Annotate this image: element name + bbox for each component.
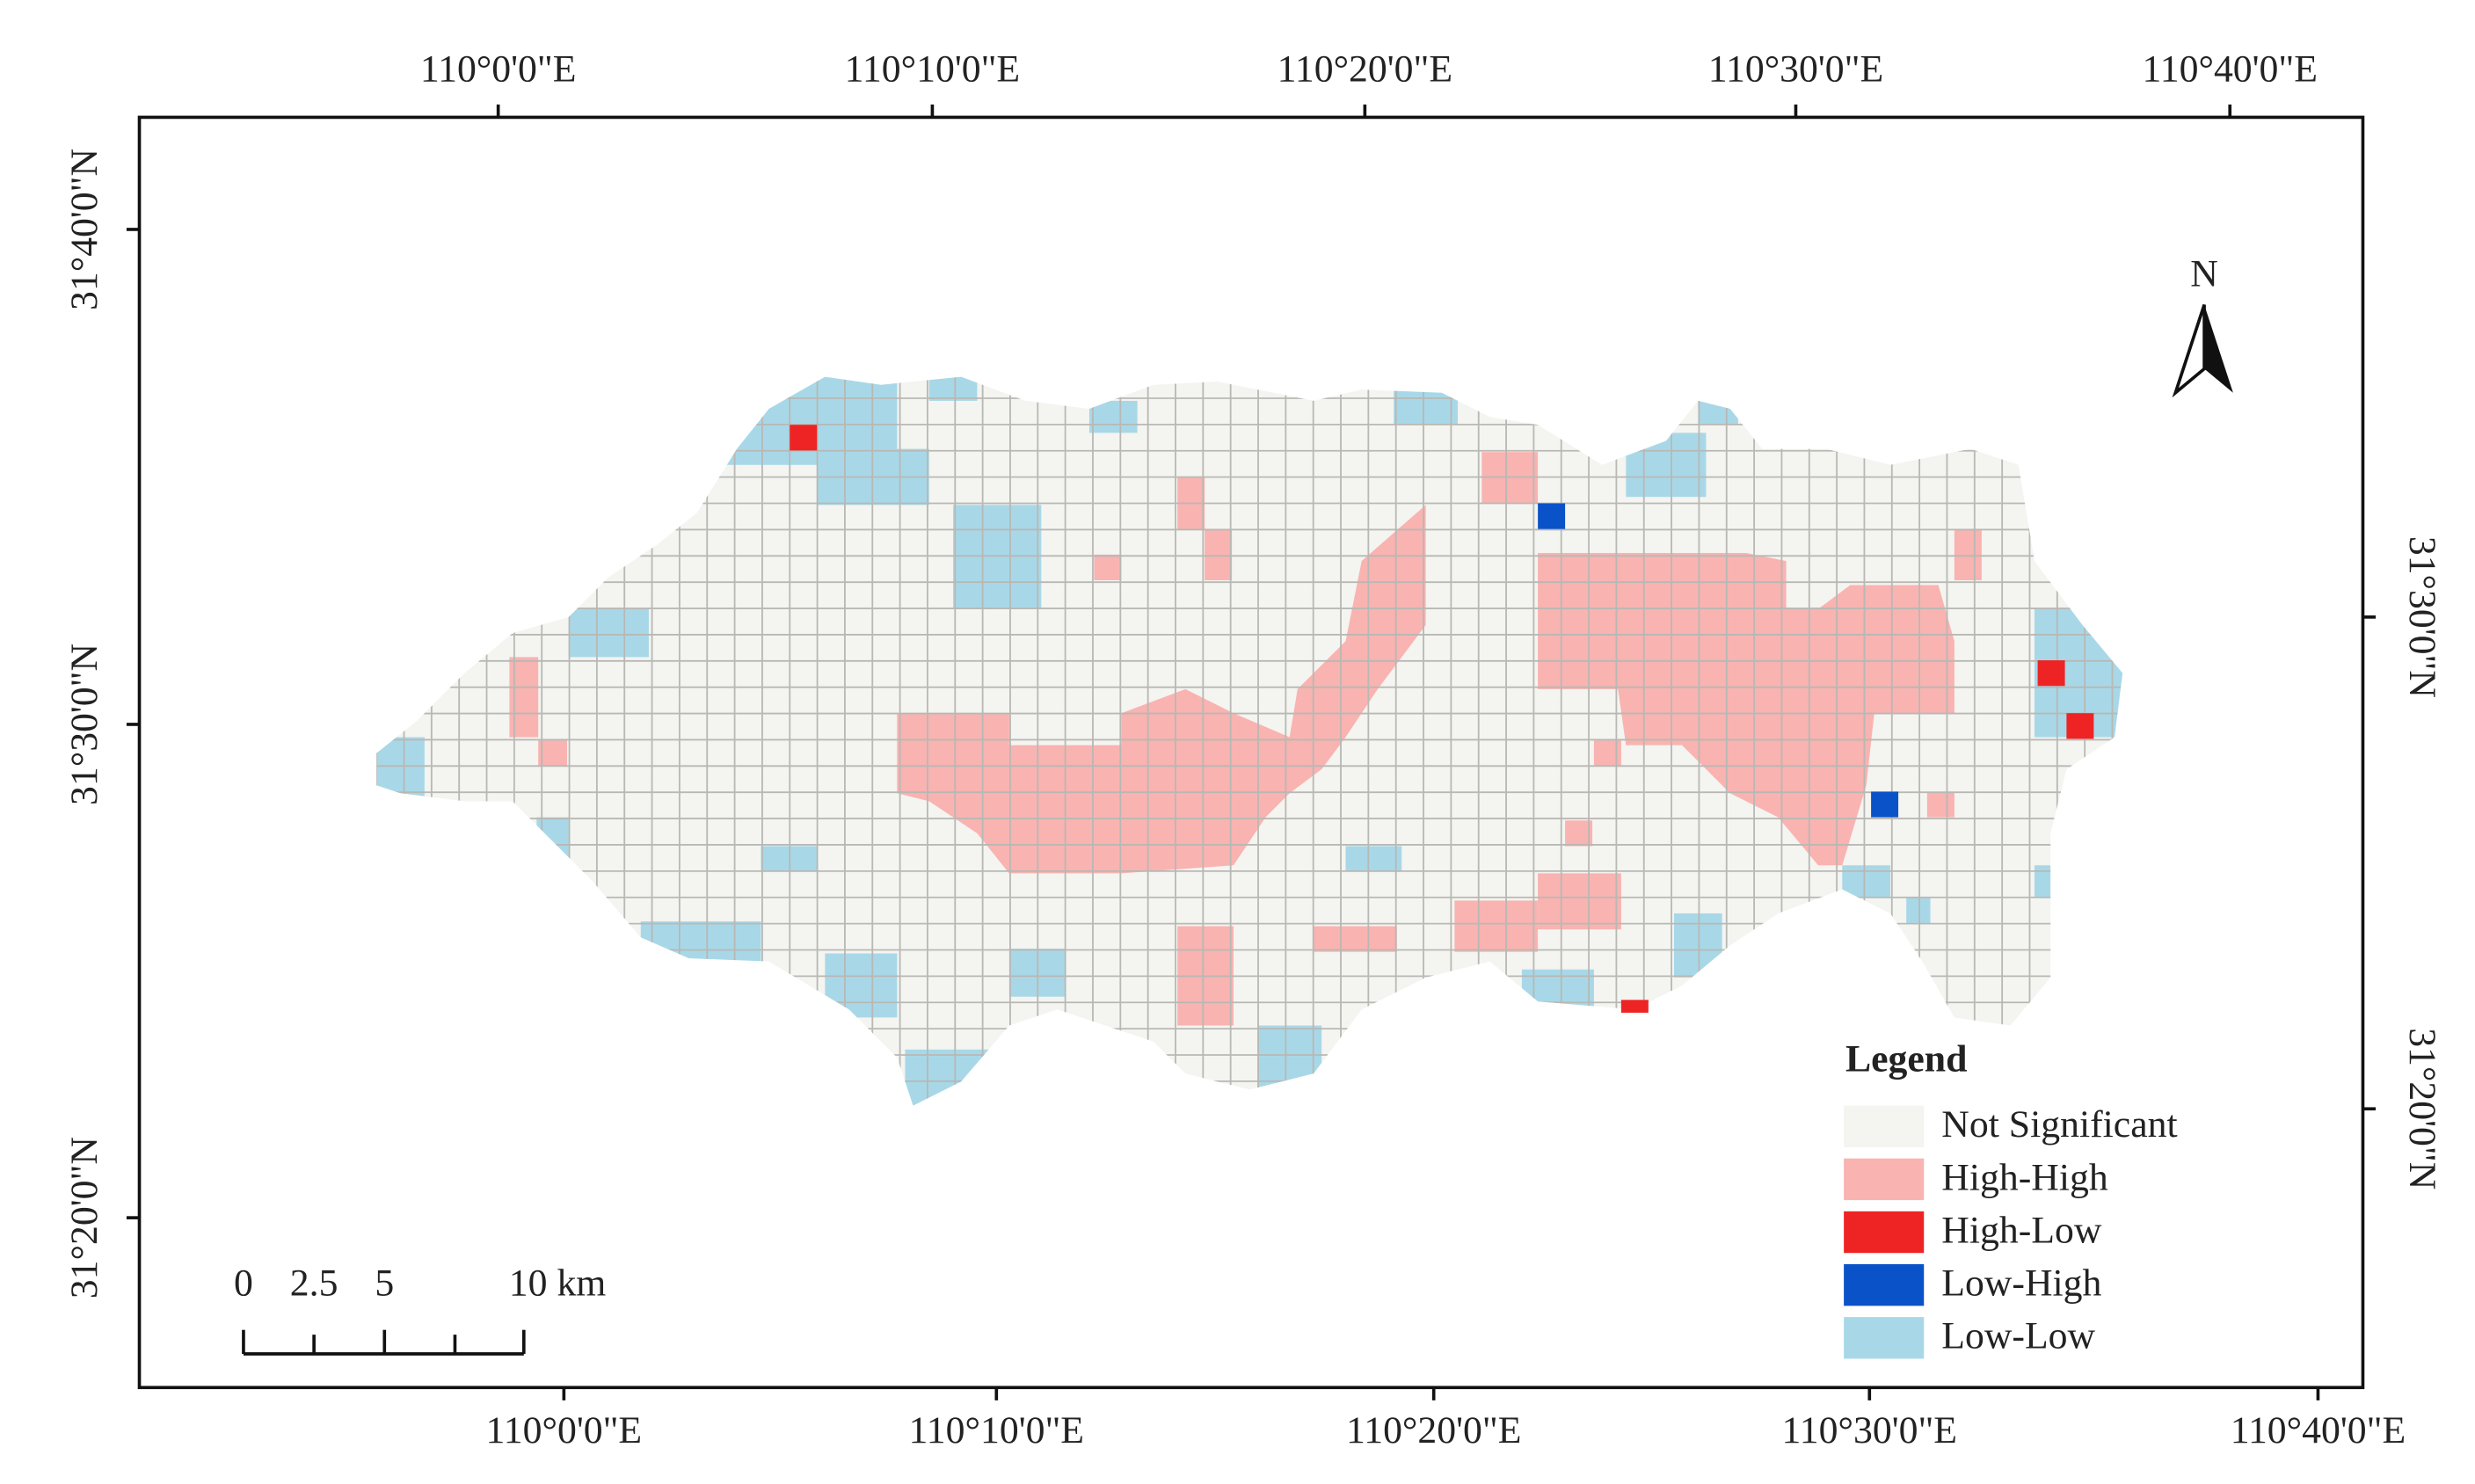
legend-label: Not Significant <box>1941 1103 2177 1146</box>
scale-label: 5 <box>375 1262 394 1305</box>
bottom-coordinate-label: 110°30'0"E <box>1782 1409 1957 1451</box>
legend-swatch <box>1844 1211 1925 1254</box>
study-area <box>376 376 2123 1106</box>
map-frame <box>137 115 2365 1390</box>
legend-label: High-High <box>1941 1156 2108 1198</box>
scale-label: 2.5 <box>290 1262 338 1305</box>
legend-label: Low-High <box>1941 1262 2101 1305</box>
left-coordinate-label: 31°40'0"N <box>63 149 106 310</box>
legend-swatch <box>1844 1263 1925 1306</box>
bottom-coordinate-label: 110°10'0"E <box>909 1409 1084 1451</box>
legend-label: Low-Low <box>1941 1315 2095 1357</box>
scale-label: 0 <box>234 1262 253 1305</box>
legend-swatch <box>1844 1158 1925 1201</box>
legend-swatch <box>1844 1105 1925 1147</box>
legend-swatch <box>1844 1317 1925 1359</box>
top-coordinate-label: 110°10'0"E <box>845 47 1020 90</box>
right-coordinate-label: 31°20'0"N <box>2401 1028 2443 1189</box>
top-coordinate-label: 110°20'0"E <box>1278 47 1452 90</box>
north-arrow: N <box>2172 253 2233 398</box>
left-coordinate-label: 31°20'0"N <box>63 1137 106 1298</box>
hotspot-cells <box>790 425 2094 1013</box>
north-label: N <box>2190 253 2218 295</box>
bottom-coordinate-label: 110°40'0"E <box>2231 1409 2406 1451</box>
legend-title: Legend <box>1845 1037 1967 1080</box>
left-coordinate-label: 31°30'0"N <box>63 644 106 805</box>
top-coordinate-label: 110°0'0"E <box>420 47 577 90</box>
bottom-coordinate-label: 110°0'0"E <box>486 1409 643 1451</box>
scale-bar <box>242 1329 526 1356</box>
right-coordinate-label: 31°30'0"N <box>2401 536 2443 698</box>
bottom-coordinate-label: 110°20'0"E <box>1346 1409 1521 1451</box>
scale-label: 10 km <box>509 1262 607 1305</box>
top-coordinate-label: 110°30'0"E <box>1708 47 1883 90</box>
top-coordinate-label: 110°40'0"E <box>2143 47 2318 90</box>
legend-label: High-Low <box>1941 1209 2102 1251</box>
